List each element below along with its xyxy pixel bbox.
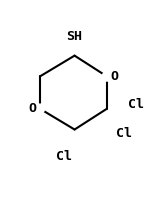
Text: SH: SH xyxy=(67,30,83,43)
Circle shape xyxy=(35,104,44,113)
Text: Cl: Cl xyxy=(116,127,132,140)
Text: Cl: Cl xyxy=(56,150,72,163)
Text: O: O xyxy=(111,70,119,83)
Circle shape xyxy=(102,72,111,81)
Text: O: O xyxy=(28,102,36,115)
Text: Cl: Cl xyxy=(128,98,144,111)
